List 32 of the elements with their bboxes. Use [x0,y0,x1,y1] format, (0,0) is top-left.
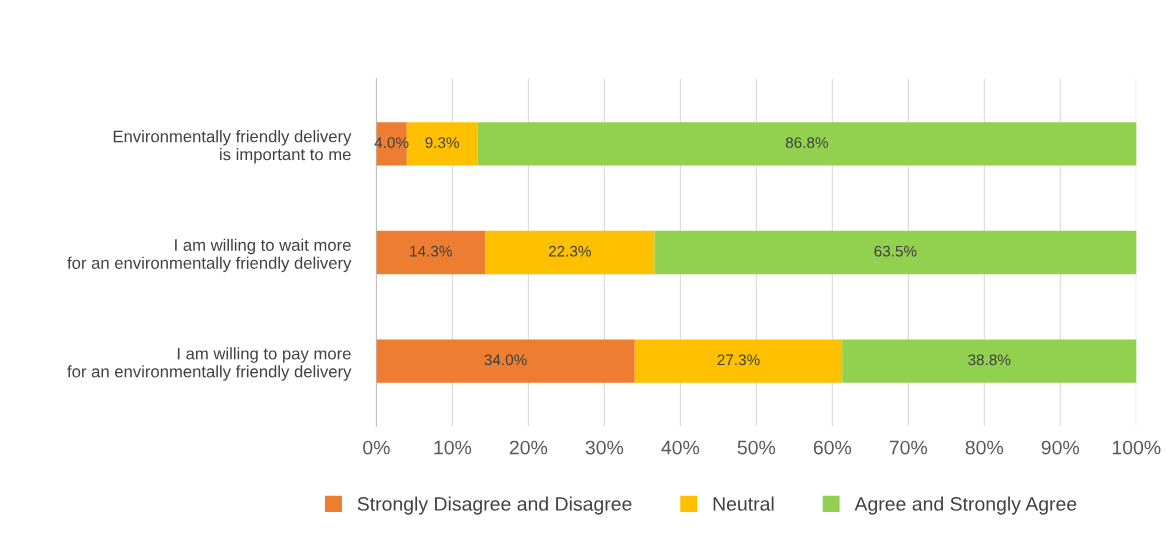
legend-label: Agree and Strongly Agree [854,496,1077,515]
legend-label: Neutral [713,496,774,511]
x-tick-label: 100% [1112,440,1161,455]
x-tick-label: 60% [813,440,852,455]
x-tick-label: 20% [509,440,548,455]
data-label: 63.5% [874,245,917,257]
bar [654,230,1137,275]
bar [477,122,1137,166]
data-label: 38.8% [968,354,1011,366]
x-tick-label: 90% [1041,440,1080,455]
x-tick-label: 50% [737,440,776,455]
bar [842,339,1137,383]
x-tick-label: 70% [889,440,928,455]
x-tick-label: 30% [585,440,624,455]
x-tick-label: 40% [661,440,700,455]
bar [376,230,486,275]
bar [634,339,843,383]
data-label: 27.3% [717,354,760,366]
bar [376,339,635,383]
data-label: 22.3% [548,245,591,257]
y-tick-label: I am willing to pay more for an environmentally friendly delivery [67,347,352,381]
y-tick-label: I am willing to wait more for an environmentally friendly delivery [67,238,352,273]
data-label: 14.3% [410,245,452,257]
data-label: 9.3% [425,137,460,148]
x-tick-label: 80% [965,440,1004,455]
x-tick-label: 10% [434,440,472,455]
y-tick-label: Environmentally friendly delivery is important to me [113,130,352,164]
data-label: 86.8% [785,137,828,148]
x-tick-label: 0% [363,440,390,455]
bar [485,230,655,275]
legend-label: Strongly Disagree and Disagree [357,496,632,515]
data-label: 34.0% [484,354,527,366]
